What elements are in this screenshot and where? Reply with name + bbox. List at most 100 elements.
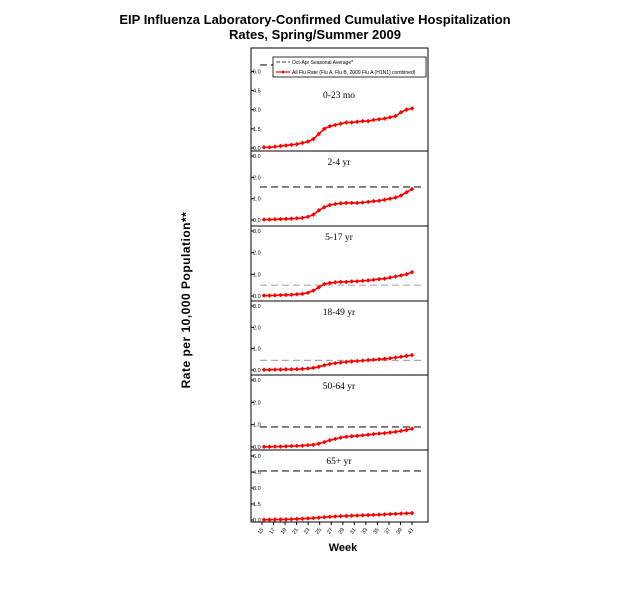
flu-rate-point: [261, 517, 267, 523]
flu-rate-point: [327, 202, 333, 208]
flu-rate-point: [354, 200, 360, 206]
flu-rate-point: [387, 275, 393, 280]
flu-rate-point: [382, 512, 387, 517]
flu-rate-point: [300, 291, 305, 297]
flu-rate-point: [278, 444, 283, 449]
panel-label: 5-17 yr: [325, 233, 354, 243]
y-tick-label: 3.0: [253, 229, 261, 235]
flu-rate-point: [311, 515, 316, 521]
panel-label: 18-49 yr: [323, 308, 356, 318]
flu-rate-point: [360, 358, 365, 363]
flu-rate-point: [300, 140, 305, 146]
flu-rate-point: [343, 279, 349, 285]
x-tick-label: 41: [407, 527, 415, 535]
legend-seasonal-label: Oct-Apr Seasonal Average*: [292, 60, 353, 66]
y-tick-label: 1.5: [253, 502, 261, 508]
flu-rate-point: [354, 119, 360, 125]
flu-rate-point: [321, 439, 327, 445]
flu-rate-point: [393, 113, 398, 119]
flu-rate-point: [272, 293, 278, 298]
flu-rate-point: [300, 366, 305, 372]
flu-rate-point: [267, 217, 272, 222]
panel-2: 0.0 1.0 2.0 3.0 5-17 yr: [250, 225, 429, 302]
flu-rate-point: [387, 430, 393, 435]
flu-rate-point: [371, 277, 376, 283]
flu-rate-point: [316, 364, 322, 370]
flu-rate-point: [311, 212, 316, 217]
panel-label: 0-23 mo: [323, 91, 355, 101]
flu-rate-point: [321, 514, 327, 520]
x-tick-label: 27: [326, 527, 334, 535]
flu-rate-point: [300, 443, 305, 448]
flu-rate-point: [332, 201, 338, 207]
y-tick-label: 2.0: [253, 400, 261, 406]
legend-flu-label: All Flu Rate (Flu A, Flu B, 2009 Flu A (…: [292, 70, 416, 76]
flu-rate-point: [278, 367, 283, 372]
flu-rate-point: [382, 116, 387, 121]
y-tick-label: 1.0: [253, 272, 261, 278]
flu-rate-point: [305, 139, 311, 144]
flu-rate-point: [382, 356, 387, 362]
flu-rate-point: [267, 367, 272, 373]
flu-rate-point: [360, 433, 365, 438]
y-tick-label: 0.0: [253, 294, 261, 300]
legend-box: [272, 56, 427, 78]
flu-rate-point: [365, 357, 371, 363]
panel-5: 0.0 1.5 3.0 4.5 6.0 65+ yr: [250, 449, 429, 524]
y-tick-label: 3.0: [253, 378, 261, 384]
flu-rate-line: [264, 188, 413, 221]
flu-rate-point: [289, 516, 294, 522]
flu-rate-point: [349, 359, 355, 364]
flu-rate-point: [311, 136, 316, 142]
flu-rate-point: [409, 352, 415, 358]
flu-rate-point: [338, 513, 344, 519]
flu-rate-point: [376, 116, 382, 122]
y-tick-label: 3.0: [253, 108, 261, 114]
flu-rate-point: [398, 354, 404, 360]
y-tick-label: 0.0: [253, 518, 261, 524]
flu-rate-point: [261, 145, 267, 150]
flu-rate-point: [272, 444, 278, 449]
y-tick-label: 6.0: [253, 69, 261, 75]
flu-rate-point: [261, 367, 267, 373]
x-tick-label: 29: [338, 527, 346, 535]
x-tick-label: 33: [361, 527, 369, 535]
flu-rate-point: [409, 510, 415, 516]
flu-rate-point: [360, 278, 365, 284]
flu-rate-point: [327, 280, 333, 286]
flu-rate-point: [393, 511, 398, 517]
y-tick-label: 0.0: [253, 146, 261, 152]
x-tick-label: 37: [384, 527, 392, 535]
flu-rate-point: [404, 353, 409, 359]
flu-rate-point: [376, 512, 382, 517]
x-axis: 15 17 19 21 23 25 27 29 31 33 35 37 39 41: [257, 522, 415, 536]
flu-rate-point: [365, 199, 371, 205]
flu-rate-point: [332, 122, 338, 128]
flu-rate-point: [332, 436, 338, 442]
flu-rate-point: [349, 120, 355, 125]
flu-rate-point: [343, 434, 349, 440]
panel-3: 0.0 1.0 2.0 3.0 18-49 yr: [250, 300, 429, 376]
flu-rate-point: [327, 438, 333, 443]
panel-frame: [250, 449, 429, 523]
flu-rate-point: [387, 511, 393, 517]
flu-rate-point: [343, 359, 349, 365]
flu-rate-point: [311, 442, 316, 448]
flu-rate-point: [349, 200, 355, 206]
flu-rate-point: [371, 512, 376, 518]
flu-rate-point: [316, 515, 322, 520]
y-tick-label: 6.0: [253, 454, 261, 460]
y-tick-label: 4.5: [253, 470, 261, 476]
flu-rate-point: [321, 281, 327, 287]
flu-rate-point: [278, 517, 283, 522]
flu-rate-point: [261, 217, 267, 222]
flu-rate-point: [354, 433, 360, 439]
flu-rate-point: [300, 215, 305, 221]
flu-rate-point: [267, 293, 272, 298]
flu-rate-point: [278, 216, 283, 222]
flu-rate-point: [316, 208, 322, 213]
flu-rate-point: [327, 514, 333, 520]
y-tick-label: 2.0: [253, 325, 261, 331]
flu-rate-point: [349, 279, 355, 284]
flu-rate-point: [283, 143, 289, 148]
